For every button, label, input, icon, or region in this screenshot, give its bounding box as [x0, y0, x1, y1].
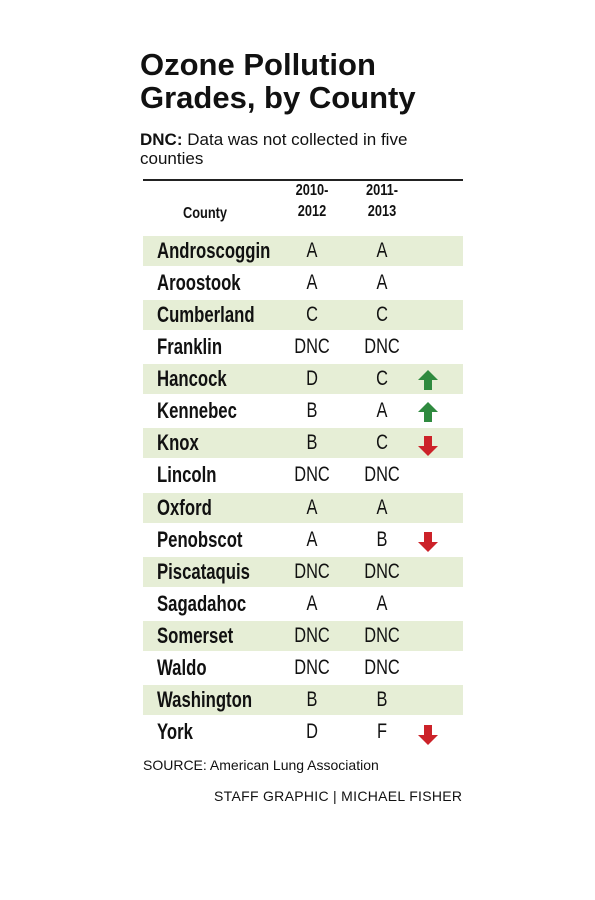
down-arrow: [418, 532, 438, 552]
grade: A: [306, 239, 318, 262]
grade: B: [376, 527, 388, 551]
row-stripe: [143, 684, 463, 715]
county-name: Somerset: [157, 622, 234, 648]
grade: A: [306, 271, 318, 295]
grade: DNC: [364, 623, 400, 647]
county-name: Oxford: [157, 494, 212, 520]
county-name: Aroostook: [157, 270, 241, 296]
row-stripe: [143, 300, 463, 331]
grade: DNC: [294, 623, 330, 647]
column-header: 2013: [367, 203, 397, 220]
grade: B: [306, 687, 318, 711]
note-term: DNC:: [140, 130, 183, 149]
row-stripe: [143, 364, 463, 395]
grade: DNC: [364, 559, 400, 583]
note: DNC: Data was not collected in five coun…: [140, 130, 440, 168]
column-header: County: [182, 205, 228, 222]
row-stripe: [143, 492, 463, 523]
title: Ozone Pollution Grades, by County: [140, 47, 416, 115]
grade: D: [306, 720, 318, 744]
column-header: 2012: [297, 203, 327, 220]
credit: STAFF GRAPHIC | MICHAEL FISHER: [214, 788, 463, 804]
up-arrow: [418, 370, 438, 390]
grade: A: [306, 495, 318, 519]
row-stripe: [143, 556, 463, 587]
row-stripe: [143, 428, 463, 459]
grade: DNC: [364, 655, 400, 679]
county-name: Piscataquis: [157, 558, 250, 584]
grade: C: [376, 431, 388, 455]
grade: DNC: [294, 559, 330, 583]
county-name: Waldo: [157, 654, 207, 680]
grade: A: [376, 591, 388, 615]
county-name: Lincoln: [157, 462, 217, 488]
grade: A: [376, 399, 388, 423]
grade: DNC: [364, 463, 400, 487]
county-name: York: [157, 719, 193, 745]
grade: F: [376, 720, 387, 744]
county-name: Franklin: [157, 334, 223, 360]
grade: A: [306, 527, 318, 551]
down-arrow: [418, 725, 438, 745]
row-stripe: [143, 236, 463, 266]
row-stripe: [143, 620, 463, 651]
county-name: Penobscot: [157, 526, 243, 552]
grade: DNC: [294, 335, 330, 359]
grade: DNC: [294, 655, 330, 679]
grade: D: [306, 367, 318, 391]
grade: B: [376, 687, 388, 711]
source: SOURCE: American Lung Association: [143, 757, 379, 773]
note-text: Data was not collected in five counties: [140, 130, 408, 168]
grade: DNC: [364, 335, 400, 359]
grade: DNC: [294, 463, 330, 487]
county-name: Cumberland: [157, 302, 255, 328]
grade: B: [306, 431, 318, 455]
grade: C: [376, 367, 388, 391]
county-name: Kennebec: [157, 398, 237, 424]
grade: A: [306, 591, 318, 615]
county-name: Knox: [157, 430, 199, 456]
grade: B: [306, 399, 318, 423]
county-name: Washington: [157, 686, 253, 712]
up-arrow: [418, 402, 438, 422]
county-name: Hancock: [157, 366, 227, 392]
column-header: 2010-: [295, 182, 329, 199]
grade: C: [376, 303, 388, 327]
top-rule: [143, 179, 463, 181]
county-name: Androscoggin: [157, 238, 271, 263]
county-name: Sagadahoc: [157, 590, 247, 616]
column-header: 2011-: [365, 182, 399, 199]
down-arrow: [418, 436, 438, 456]
grade: A: [376, 495, 388, 519]
grade: A: [376, 239, 388, 262]
grade: C: [306, 303, 318, 327]
grade: A: [376, 271, 388, 295]
